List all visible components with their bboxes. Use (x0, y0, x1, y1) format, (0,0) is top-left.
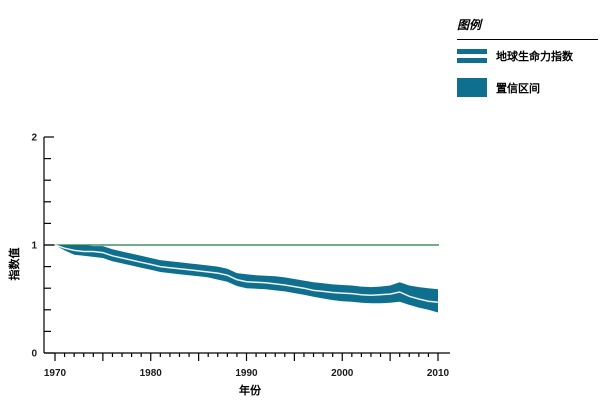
band-bar-bottom (457, 58, 487, 63)
legend-item-lpi: 地球生命力指数 (457, 48, 598, 64)
x-tick-label: 1980 (140, 368, 163, 379)
legend-item-label: 地球生命力指数 (496, 51, 573, 63)
x-tick-label: 1970 (44, 368, 67, 379)
y-tick-label: 0 (31, 349, 37, 360)
y-axis-label: 指数值 (9, 247, 21, 281)
confidence-band-area (55, 245, 438, 313)
band-bar-top (457, 49, 487, 54)
legend-title: 图例 (457, 16, 598, 40)
y-tick-label: 1 (31, 241, 37, 252)
x-tick-label: 2000 (331, 368, 354, 379)
x-tick-label: 2010 (427, 368, 450, 379)
confidence-band-swatch (457, 78, 487, 97)
legend: 图例 地球生命力指数 置信区间 (457, 16, 598, 111)
lpi-center-line (54, 244, 439, 303)
x-axis-label: 年份 (239, 385, 261, 397)
x-tick-label: 1990 (235, 368, 258, 379)
legend-item-confidence: 置信区间 (457, 78, 598, 97)
lpi-banded-line-swatch (457, 49, 487, 63)
legend-item-label: 置信区间 (496, 82, 540, 95)
y-tick-label: 2 (31, 133, 37, 144)
